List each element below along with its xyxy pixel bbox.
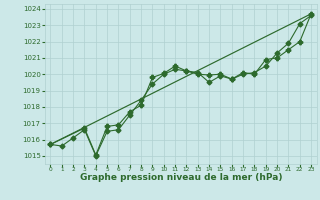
X-axis label: Graphe pression niveau de la mer (hPa): Graphe pression niveau de la mer (hPa) — [80, 173, 282, 182]
